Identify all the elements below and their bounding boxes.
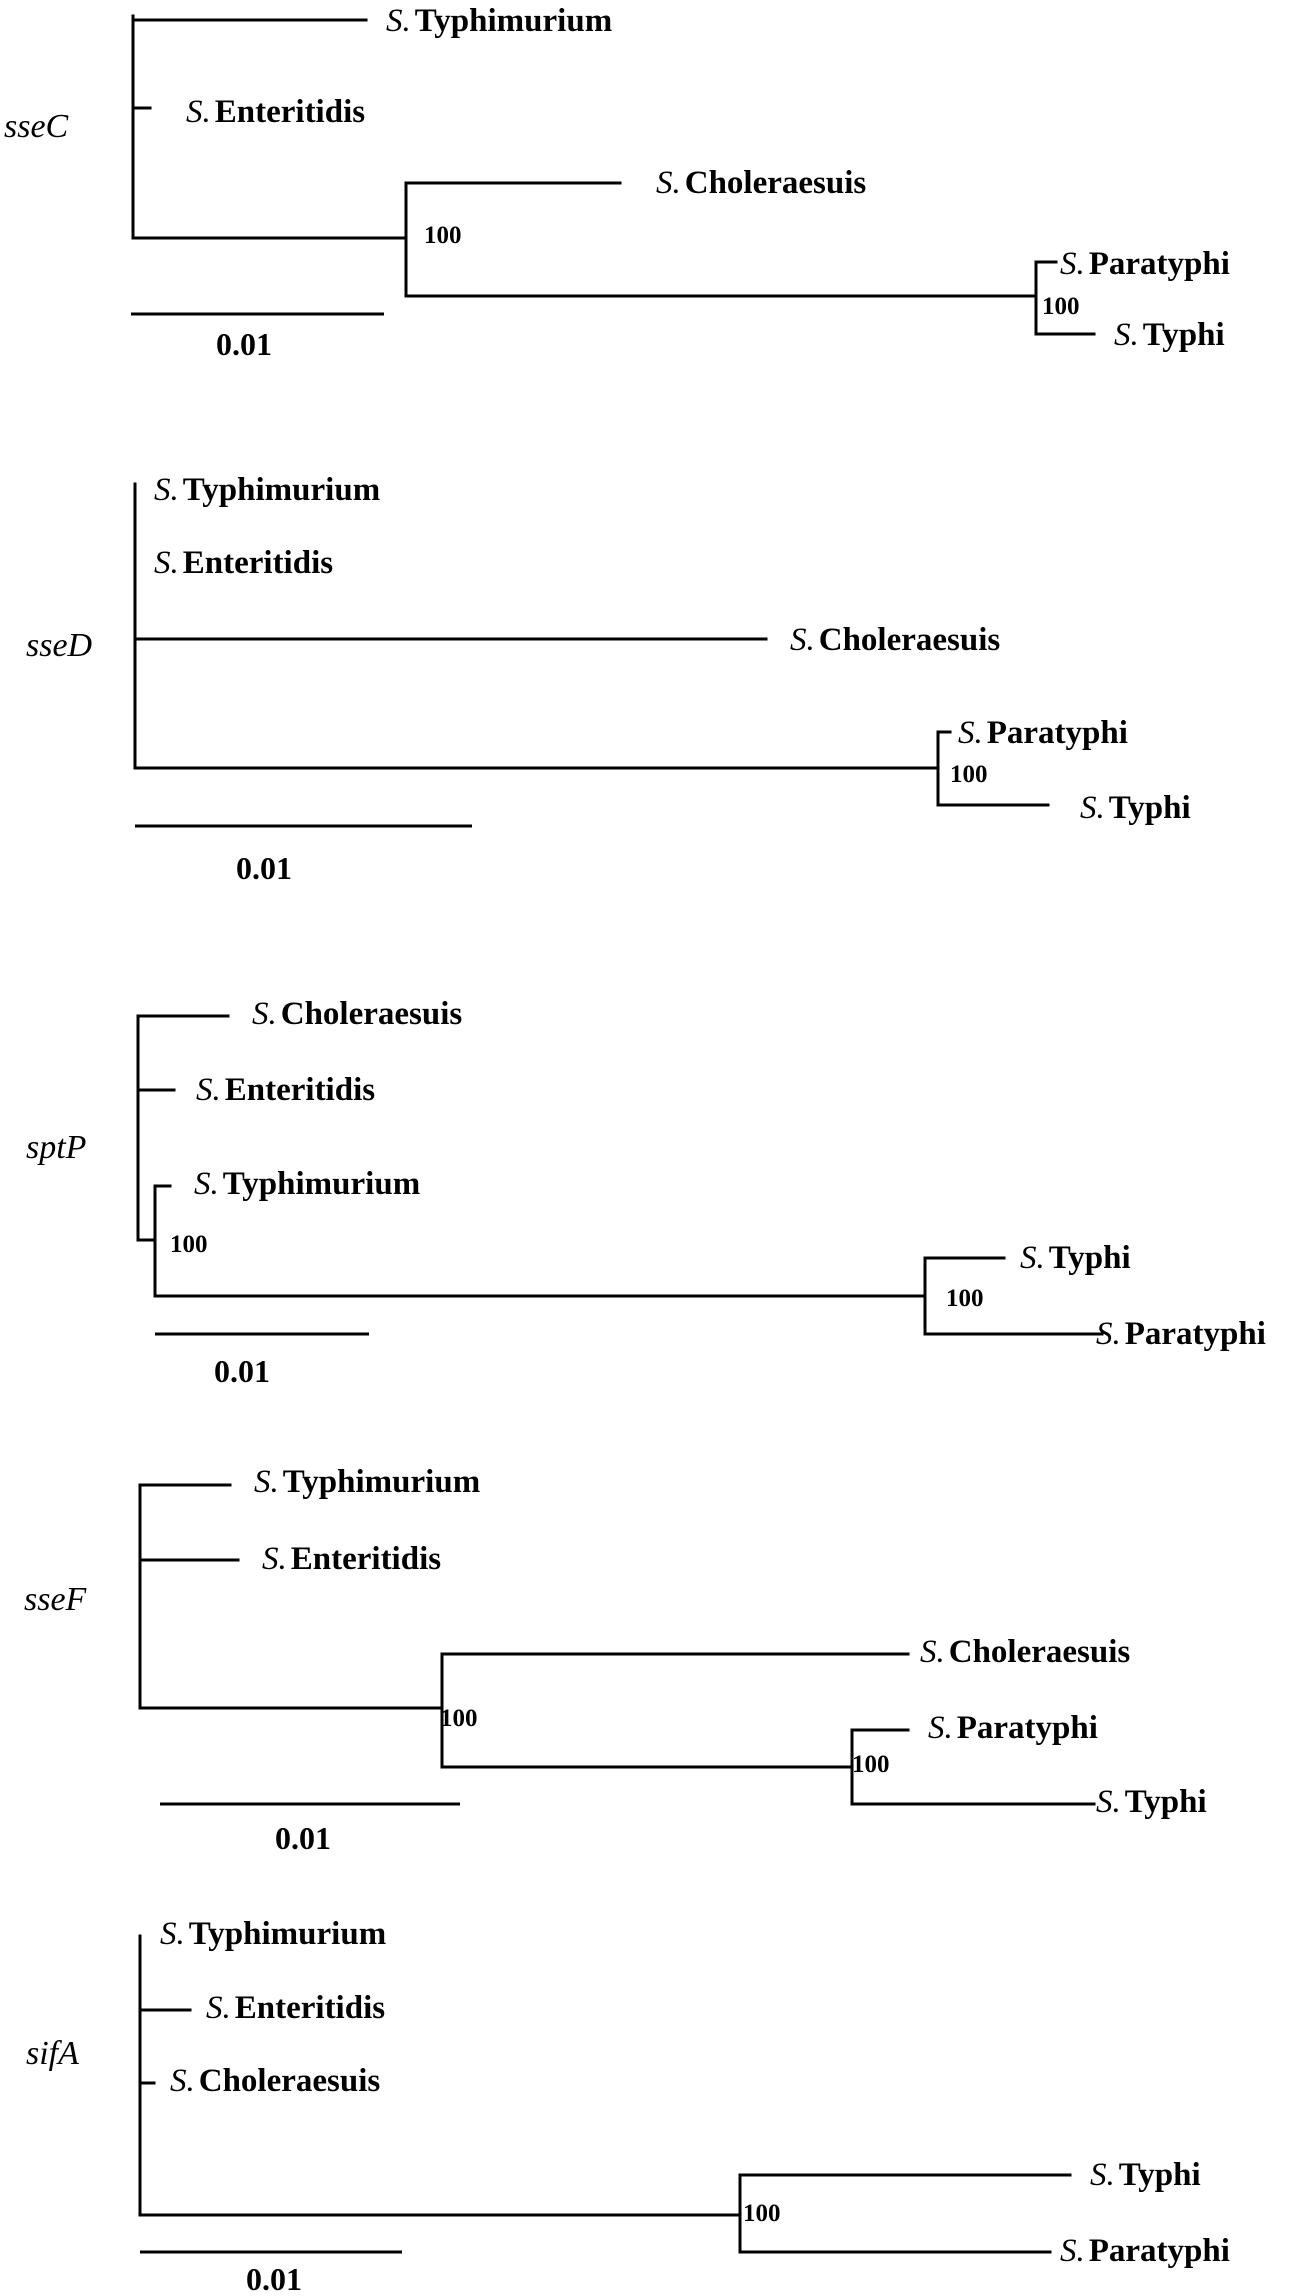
tree-ssec: sseC S. Typhimurium S. Enteritidis S. Ch…	[4, 3, 1230, 362]
taxon-label: S. Typhimurium	[154, 472, 380, 508]
taxon-label: S. Choleraesuis	[790, 622, 1000, 658]
taxon-label: S. Enteritidis	[206, 1990, 385, 2026]
taxon-label: S. Choleraesuis	[656, 165, 866, 201]
taxon-label: S. Paratyphi	[1096, 1316, 1266, 1352]
tree-ssef: sseF S. Typhimurium S. Enteritidis S. Ch…	[24, 1464, 1207, 1856]
scale-label: 0.01	[246, 2261, 302, 2296]
bootstrap-value: 100	[424, 222, 462, 249]
taxon-label: S. Typhi	[1080, 790, 1191, 826]
tree-branches	[131, 14, 1096, 336]
taxon-label: S. Typhi	[1090, 2157, 1201, 2193]
tree-ssed: sseD S. Typhimurium S. Enteritidis S. Ch…	[26, 472, 1191, 886]
tree-branches	[138, 1934, 1072, 2254]
tree-sptp: sptP S. Choleraesuis S. Enteritidis S. T…	[26, 996, 1266, 1389]
taxon-label: S. Typhimurium	[194, 1166, 420, 1202]
bootstrap-value: 100	[950, 761, 988, 788]
tree-branches	[136, 1014, 1104, 1336]
taxon-label: S. Typhi	[1020, 1240, 1131, 1276]
gene-label: sseF	[24, 1581, 88, 1618]
bootstrap-value: 100	[852, 1751, 890, 1778]
tree-branches	[133, 482, 1050, 807]
scale-label: 0.01	[216, 326, 272, 362]
taxon-label: S. Enteritidis	[154, 545, 333, 581]
taxon-label: S. Paratyphi	[1060, 2233, 1230, 2269]
taxon-label: S. Choleraesuis	[252, 996, 462, 1032]
bootstrap-value: 100	[440, 1705, 478, 1732]
bootstrap-value: 100	[170, 1231, 208, 1258]
gene-label: sifA	[26, 2035, 79, 2072]
taxon-label: S. Typhimurium	[386, 3, 612, 39]
taxon-label: S. Paratyphi	[958, 715, 1128, 751]
taxon-label: S. Typhimurium	[160, 1916, 386, 1952]
taxon-label: S. Enteritidis	[262, 1541, 441, 1577]
tree-sifa: sifA S. Typhimurium S. Enteritidis S. Ch…	[26, 1916, 1230, 2296]
taxon-label: S. Enteritidis	[186, 94, 365, 130]
taxon-label: S. Enteritidis	[196, 1072, 375, 1108]
bootstrap-value: 100	[743, 2200, 781, 2227]
bootstrap-value: 100	[1042, 293, 1080, 320]
scale-label: 0.01	[275, 1820, 331, 1856]
gene-label: sseC	[4, 108, 69, 145]
bootstrap-value: 100	[946, 1285, 984, 1312]
taxon-label: S. Paratyphi	[1060, 246, 1230, 282]
taxon-label: S. Typhi	[1114, 317, 1225, 353]
scale-label: 0.01	[236, 850, 292, 886]
taxon-label: S. Choleraesuis	[920, 1634, 1130, 1670]
tree-branches	[138, 1483, 1096, 1806]
gene-label: sseD	[26, 627, 93, 664]
scale-label: 0.01	[214, 1353, 270, 1389]
taxon-label: S. Typhimurium	[254, 1464, 480, 1500]
taxon-label: S. Typhi	[1096, 1784, 1207, 1820]
taxon-label: S. Paratyphi	[928, 1710, 1098, 1746]
gene-label: sptP	[26, 1129, 86, 1166]
taxon-label: S. Choleraesuis	[170, 2063, 380, 2099]
